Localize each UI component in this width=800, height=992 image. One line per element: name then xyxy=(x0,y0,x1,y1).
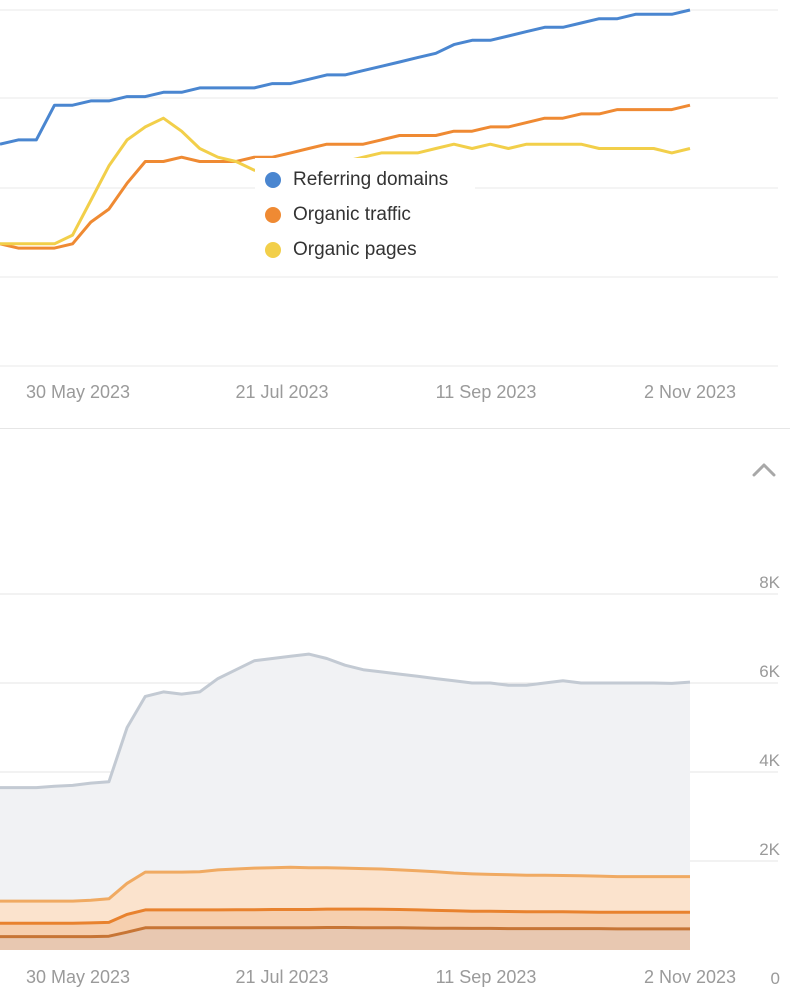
legend-dot-icon xyxy=(265,241,281,258)
x-tick-label: 30 May 2023 xyxy=(26,382,130,402)
series-line-2 xyxy=(0,907,690,925)
chart-legend: Referring domains Organic traffic Organi… xyxy=(255,158,475,271)
chevron-up-icon[interactable] xyxy=(748,455,780,487)
legend-item-referring-domains[interactable]: Referring domains xyxy=(255,162,475,197)
x-tick-label: 2 Nov 2023 xyxy=(644,967,736,987)
legend-dot-icon xyxy=(265,206,281,223)
x-tick-label: 21 Jul 2023 xyxy=(235,382,328,402)
legend-item-organic-traffic[interactable]: Organic traffic xyxy=(255,197,475,232)
series-line-referring-domains xyxy=(0,8,691,146)
y-tick-label: 2K xyxy=(759,840,780,859)
y-tick-label: 8K xyxy=(759,573,780,592)
y-tick-label: 6K xyxy=(759,662,780,681)
bottom-area-chart: 8K 6K 4K 2K 0 30 May 2023 21 Jul 2023 11 Sep 20… xyxy=(0,573,781,988)
series-line-1 xyxy=(0,865,690,903)
legend-item-organic-pages[interactable]: Organic pages xyxy=(255,232,475,267)
y-tick-label: 0 xyxy=(771,969,780,988)
x-tick-label: 30 May 2023 xyxy=(26,967,130,987)
top-line-chart: 30 May 2023 21 Jul 2023 11 Sep 2023 2 Nov 2… xyxy=(0,8,778,402)
section-divider xyxy=(0,428,790,429)
y-tick-label: 4K xyxy=(759,751,780,770)
series-line-organic-traffic xyxy=(0,103,691,250)
series-line-3 xyxy=(0,926,690,939)
x-tick-label: 21 Jul 2023 xyxy=(235,967,328,987)
legend-label: Organic traffic xyxy=(293,203,411,225)
series-line-0 xyxy=(0,652,691,790)
legend-label: Organic pages xyxy=(293,238,417,260)
series-area-3 xyxy=(0,927,690,950)
legend-dot-icon xyxy=(265,171,281,188)
x-tick-label: 11 Sep 2023 xyxy=(436,382,537,402)
x-tick-label: 2 Nov 2023 xyxy=(644,382,736,402)
legend-label: Referring domains xyxy=(293,168,449,190)
x-tick-label: 11 Sep 2023 xyxy=(436,967,537,987)
